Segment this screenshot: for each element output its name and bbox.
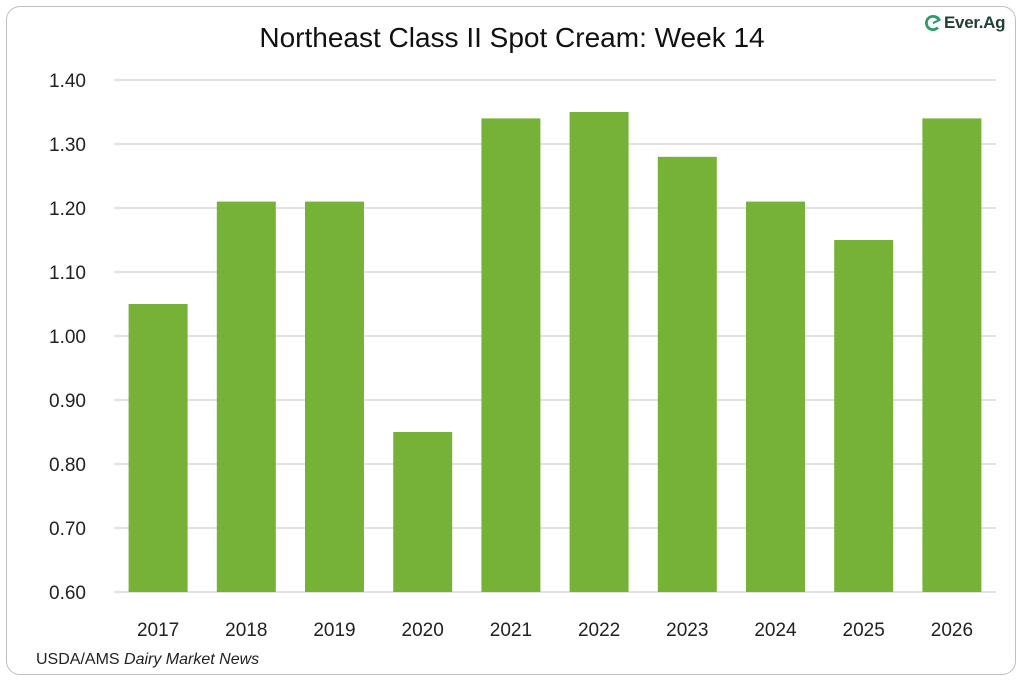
bar-2017 <box>128 304 188 592</box>
x-tick-label: 2022 <box>578 620 620 641</box>
x-tick-label: 2024 <box>754 620 797 641</box>
everag-logo-icon <box>925 15 941 31</box>
y-tick-label: 0.80 <box>49 455 86 476</box>
y-tick-label: 1.20 <box>49 199 86 220</box>
y-tick-label: 0.60 <box>49 583 86 604</box>
bar-2022 <box>569 112 629 592</box>
y-tick-label: 1.40 <box>49 71 86 92</box>
x-tick-label: 2020 <box>402 620 444 641</box>
bar-2020 <box>393 432 453 592</box>
y-tick-label: 1.00 <box>49 327 86 348</box>
x-tick-label: 2019 <box>313 620 355 641</box>
x-tick-label: 2023 <box>666 620 708 641</box>
chart-title: Northeast Class II Spot Cream: Week 14 <box>259 22 765 53</box>
x-tick-label: 2018 <box>225 620 267 641</box>
bar-2021 <box>481 118 541 593</box>
x-tick-label: 2021 <box>490 620 532 641</box>
source-prefix: USDA/AMS <box>36 651 125 668</box>
bar-2024 <box>746 201 805 592</box>
bar-2025 <box>834 240 894 592</box>
bar-2023 <box>657 156 717 593</box>
y-tick-label: 1.30 <box>49 135 86 156</box>
source-note: USDA/AMS Dairy Market News <box>36 651 259 669</box>
y-tick-label: 1.10 <box>49 263 86 284</box>
y-axis-tick-labels: 0.60 0.70 0.80 0.90 1.00 1.10 1.20 1.30 1.40 <box>49 71 86 604</box>
bar-2018 <box>216 201 276 592</box>
brand-logo: Ever.Ag <box>924 13 1006 33</box>
bars <box>128 112 982 593</box>
y-tick-label: 0.70 <box>49 519 86 540</box>
source-publication: Dairy Market News <box>124 651 260 668</box>
logo-text: Ever.Ag <box>944 13 1006 32</box>
bar-2019 <box>305 201 364 592</box>
x-axis-tick-labels: 2017 2018 2019 2020 2021 2022 2023 2024 2025 2026 <box>137 620 973 641</box>
y-tick-label: 0.90 <box>49 391 86 412</box>
x-tick-label: 2026 <box>931 620 973 641</box>
x-tick-label: 2017 <box>137 620 179 641</box>
bar-2026 <box>922 118 982 593</box>
x-tick-label: 2025 <box>843 620 885 641</box>
